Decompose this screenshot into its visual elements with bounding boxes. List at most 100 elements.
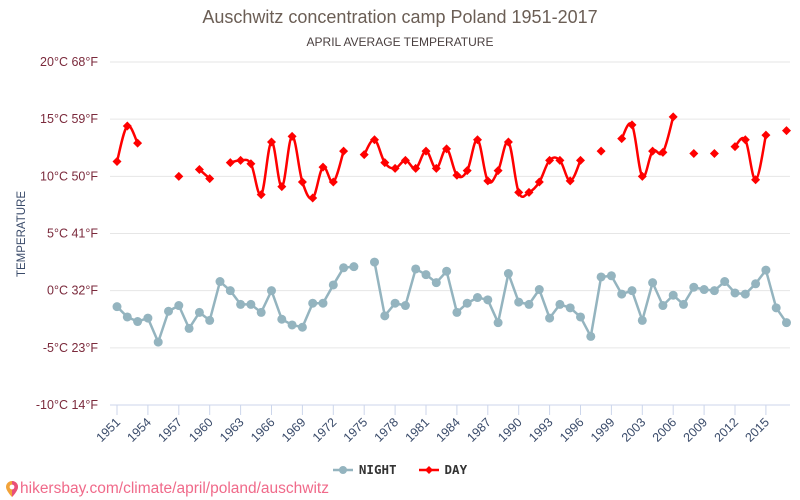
data-point-night[interactable]: 1979: -1.3°C	[400, 301, 410, 311]
data-point-day[interactable]: 2005: 12.1°C	[658, 147, 668, 157]
data-point-night[interactable]: 1991: -1.2°C	[524, 299, 534, 309]
data-point-day[interactable]: 1969: 9.5°C	[297, 177, 307, 187]
data-point-day[interactable]: 1980: 10.7°C	[411, 163, 421, 173]
data-point-day[interactable]: 2001: 13.3°C	[617, 134, 627, 144]
data-point-night[interactable]: 1952: -2.3°C	[122, 312, 132, 322]
data-point-night[interactable]: 1992: 0.1°C	[534, 285, 544, 295]
data-point-day[interactable]: 1965: 8.4°C	[256, 190, 266, 200]
data-point-day[interactable]: 1979: 11.4°C	[400, 155, 410, 165]
legend-item-day[interactable]: DAY	[418, 462, 467, 477]
data-point-day[interactable]: 1998: 12.2°C	[596, 146, 606, 156]
data-point-day[interactable]: 2010: 12°C	[709, 148, 719, 158]
data-point-night[interactable]: 1982: 0.7°C	[431, 278, 441, 288]
data-point-night[interactable]: 1961: 0.8°C	[215, 277, 225, 287]
data-point-day[interactable]: 1964: 11.1°C	[246, 159, 256, 169]
data-point-day[interactable]: 1968: 13.5°C	[287, 131, 297, 141]
data-point-day[interactable]: 2004: 12.2°C	[648, 146, 658, 156]
data-point-day[interactable]: 1978: 10.7°C	[390, 163, 400, 173]
data-point-night[interactable]: 1953: -2.7°C	[133, 317, 143, 327]
data-point-night[interactable]: 1968: -3°C	[287, 320, 297, 330]
data-point-night[interactable]: 1994: -1.2°C	[555, 299, 565, 309]
data-point-day[interactable]: 1970: 8.1°C	[308, 193, 318, 203]
data-point-day[interactable]: 1988: 10.5°C	[493, 166, 503, 176]
data-point-night[interactable]: 1973: 2°C	[339, 263, 349, 273]
data-point-day[interactable]: 1967: 9.1°C	[277, 182, 287, 192]
data-point-day[interactable]: 1977: 11.2°C	[380, 158, 390, 168]
data-point-day[interactable]: 2012: 12.6°C	[730, 142, 740, 152]
data-point-night[interactable]: 1978: -1.1°C	[390, 298, 400, 308]
data-point-night[interactable]: 1957: -1.3°C	[174, 301, 184, 311]
data-point-day[interactable]: 1975: 11.9°C	[359, 150, 369, 160]
data-point-day[interactable]: 2017: 14°C	[782, 126, 791, 136]
data-point-day[interactable]: 1983: 12.4°C	[442, 144, 452, 154]
data-point-day[interactable]: 1984: 10.1°C	[452, 170, 462, 180]
data-point-day[interactable]: 1987: 9.6°C	[483, 176, 493, 186]
data-point-night[interactable]: 2016: -1.5°C	[771, 303, 781, 313]
data-point-day[interactable]: 2006: 15.2°C	[668, 112, 678, 122]
data-point-day[interactable]: 1966: 13°C	[267, 137, 276, 147]
data-point-night[interactable]: 1955: -4.5°C	[153, 337, 163, 347]
data-point-day[interactable]: 1963: 11.4°C	[236, 155, 246, 165]
data-point-night[interactable]: 1983: 1.7°C	[442, 266, 452, 276]
data-point-night[interactable]: 1962: 0°C	[225, 286, 235, 296]
data-point-day[interactable]: 1962: 11.2°C	[225, 158, 235, 168]
data-point-night[interactable]: 2012: -0.2°C	[730, 288, 740, 298]
data-point-day[interactable]: 1995: 9.6°C	[565, 176, 575, 186]
data-point-day[interactable]: 1991: 8.6°C	[524, 187, 534, 197]
data-point-night[interactable]: 1970: -1.1°C	[308, 298, 318, 308]
data-point-night[interactable]: 1995: -1.5°C	[565, 303, 575, 313]
data-point-night[interactable]: 1971: -1.1°C	[318, 298, 328, 308]
data-point-night[interactable]: 1956: -1.8°C	[164, 306, 173, 316]
data-point-night[interactable]: 1989: 1.5°C	[503, 269, 513, 279]
data-point-night[interactable]: 2002: 0°C	[627, 286, 637, 296]
data-point-night[interactable]: 1985: -1.1°C	[462, 298, 472, 308]
data-point-night[interactable]: 1999: 1.3°C	[606, 271, 616, 281]
data-point-day[interactable]: 1989: 13°C	[503, 137, 513, 147]
data-point-night[interactable]: 1958: -3.3°C	[184, 323, 194, 333]
data-point-day[interactable]: 1982: 10.7°C	[431, 163, 441, 173]
data-point-day[interactable]: 1951: 11.3°C	[112, 156, 122, 166]
data-point-night[interactable]: 1964: -1.2°C	[246, 299, 256, 309]
data-point-night[interactable]: 1951: -1.4°C	[112, 302, 122, 312]
data-point-day[interactable]: 1957: 10°C	[174, 171, 184, 181]
data-point-night[interactable]: 1977: -2.2°C	[380, 311, 390, 321]
data-point-day[interactable]: 1994: 11.4°C	[555, 155, 565, 165]
data-point-night[interactable]: 2001: -0.3°C	[617, 289, 627, 299]
data-point-day[interactable]: 1971: 10.8°C	[318, 162, 328, 172]
data-point-day[interactable]: 2014: 9.7°C	[751, 175, 761, 185]
data-point-day[interactable]: 1976: 13.2°C	[370, 135, 379, 145]
data-point-night[interactable]: 1960: -2.6°C	[205, 315, 215, 325]
data-point-night[interactable]: 2009: 0.1°C	[699, 285, 709, 295]
data-point-day[interactable]: 1960: 9.8°C	[205, 174, 215, 184]
data-point-night[interactable]: 1988: -2.8°C	[493, 318, 503, 328]
data-point-day[interactable]: 1996: 11.4°C	[576, 155, 585, 165]
data-point-day[interactable]: 2002: 14.5°C	[627, 120, 637, 130]
data-point-night[interactable]: 1959: -1.9°C	[194, 307, 204, 317]
data-point-night[interactable]: 1974: 2.1°C	[349, 262, 359, 272]
data-point-night[interactable]: 1965: -1.9°C	[256, 307, 266, 317]
data-point-day[interactable]: 1972: 9.5°C	[328, 177, 338, 187]
data-point-night[interactable]: 1984: -1.9°C	[452, 307, 462, 317]
data-point-day[interactable]: 1981: 12.2°C	[421, 146, 431, 156]
data-point-day[interactable]: 2008: 12°C	[689, 148, 699, 158]
data-point-night[interactable]: 2006: -0.4°C	[668, 290, 678, 300]
data-point-night[interactable]: 1986: -0.6°C	[473, 293, 482, 303]
data-point-day[interactable]: 1959: 10.6°C	[194, 164, 204, 174]
data-point-night[interactable]: 2014: 0.6°C	[751, 279, 761, 289]
data-point-night[interactable]: 2005: -1.3°C	[658, 301, 668, 311]
data-point-day[interactable]: 1993: 11.4°C	[545, 155, 555, 165]
data-point-night[interactable]: 2010: 0°C	[709, 286, 719, 296]
data-point-night[interactable]: 1963: -1.2°C	[236, 299, 246, 309]
data-point-night[interactable]: 1981: 1.4°C	[421, 270, 431, 280]
data-point-night[interactable]: 1996: -2.3°C	[576, 312, 585, 322]
data-point-day[interactable]: 2013: 13.2°C	[740, 135, 750, 145]
data-point-day[interactable]: 2015: 13.6°C	[761, 130, 771, 140]
data-point-night[interactable]: 2013: -0.3°C	[740, 289, 750, 299]
data-point-night[interactable]: 2004: 0.7°C	[648, 278, 658, 288]
footer-link[interactable]: hikersbay.com/climate/april/poland/ausch…	[6, 480, 329, 498]
data-point-day[interactable]: 1986: 13.2°C	[473, 135, 482, 145]
data-point-night[interactable]: 1998: 1.2°C	[596, 272, 606, 282]
data-point-night[interactable]: 2015: 1.8°C	[761, 265, 771, 275]
data-point-night[interactable]: 1972: 0.5°C	[328, 280, 338, 290]
data-point-night[interactable]: 1997: -4°C	[586, 331, 596, 341]
